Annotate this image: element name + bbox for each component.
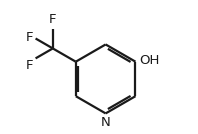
Text: N: N (101, 116, 110, 129)
Text: F: F (26, 59, 34, 72)
Text: F: F (26, 31, 34, 44)
Text: OH: OH (139, 54, 159, 67)
Text: F: F (49, 13, 57, 26)
